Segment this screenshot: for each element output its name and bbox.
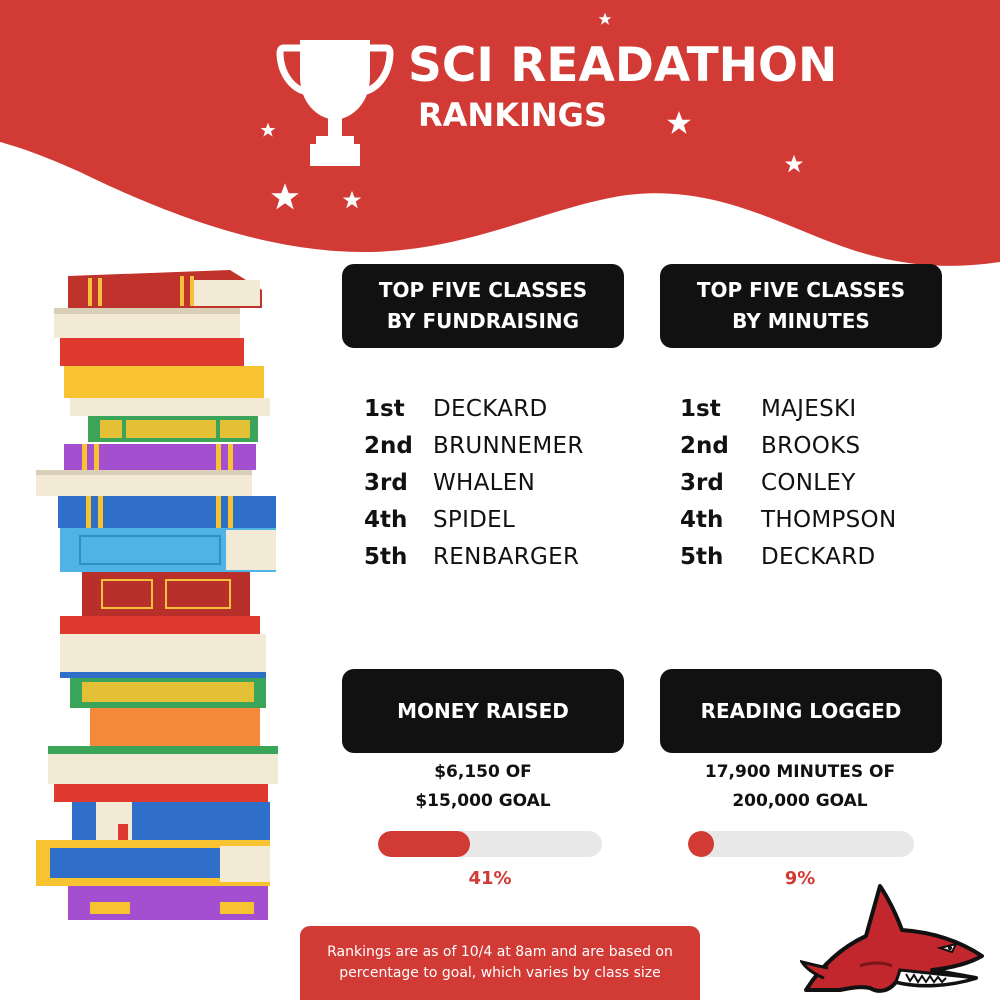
star-icon: [598, 12, 612, 25]
rankings-footnote: Rankings are as of 10/4 at 8am and are b…: [300, 926, 700, 1000]
list-item: 2nd BROOKS: [680, 432, 861, 459]
fundraising-rankings: 1st DECKARD 2nd BRUNNEMER 3rd WHALEN 4th SPI…: [364, 390, 584, 575]
list-item: 1st MAJESKI: [680, 395, 857, 422]
money-raised-heading: MONEY RAISED: [342, 669, 624, 753]
reading-progress-bar: [688, 831, 914, 857]
shark-mascot: [800, 884, 984, 993]
book-stack-illustration: [36, 270, 278, 920]
minutes-rankings: 1st MAJESKI 2nd BROOKS 3rd CONLEY 4th THOMPS…: [680, 390, 896, 575]
page-subtitle: RANKINGS: [418, 96, 607, 134]
star-icon: [342, 190, 362, 209]
star-icon: [667, 111, 691, 134]
money-progress-fill: [378, 831, 470, 857]
star-icon: [260, 122, 276, 137]
list-item: 1st DECKARD: [364, 395, 548, 422]
header-wave-background: [0, 0, 1000, 266]
reading-progress-fill: [688, 831, 714, 857]
list-item: 5th DECKARD: [680, 543, 876, 570]
list-item: 4th THOMPSON: [680, 506, 897, 533]
reading-logged-heading: READING LOGGED: [660, 669, 942, 753]
reading-percent-label: 9%: [784, 868, 816, 889]
list-item: 5th RENBARGER: [364, 543, 580, 570]
minutes-heading: TOP FIVE CLASSES BY MINUTES: [660, 264, 942, 348]
money-percent-label: 41%: [468, 868, 512, 889]
list-item: 3rd WHALEN: [364, 469, 536, 496]
trophy-icon: [276, 40, 394, 166]
list-item: 2nd BRUNNEMER: [364, 432, 584, 459]
fundraising-heading: TOP FIVE CLASSES BY FUNDRAISING: [342, 264, 624, 348]
page-title: SCI READATHON: [408, 38, 838, 93]
star-icon: [271, 183, 299, 210]
list-item: 4th SPIDEL: [364, 506, 516, 533]
star-icon: [784, 154, 804, 173]
reading-logged-summary: 17,900 MINUTES OF 200,000 GOAL: [704, 762, 896, 811]
list-item: 3rd CONLEY: [680, 469, 856, 496]
money-raised-summary: $6,150 OF $15,000 GOAL: [415, 762, 551, 811]
money-progress-bar: [378, 831, 602, 857]
